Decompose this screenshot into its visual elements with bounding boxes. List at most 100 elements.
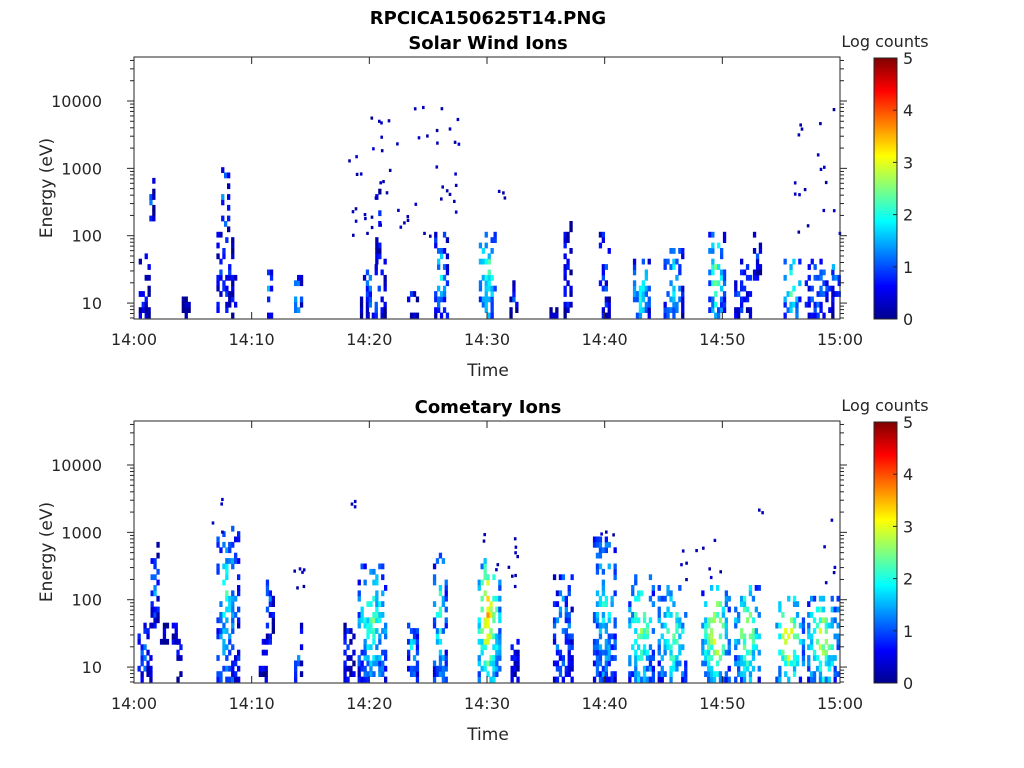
heatmap-cell: [792, 633, 797, 640]
heatmap-cell: [815, 655, 820, 661]
heatmap-cell: [830, 606, 834, 613]
heatmap-cell: [724, 617, 728, 624]
heatmap-cell: [374, 269, 378, 276]
heatmap-cell: [812, 595, 817, 602]
heatmap-cell: [642, 628, 647, 634]
heatmap-cell: [836, 671, 840, 677]
heatmap-cell: [787, 595, 791, 602]
heatmap-cell: [720, 274, 724, 281]
heatmap-cell: [734, 291, 738, 297]
heatmap-cell: [711, 280, 715, 287]
heatmap-cell: [415, 676, 420, 683]
heatmap-cell: [369, 660, 373, 667]
heatmap-cell: [487, 274, 491, 281]
heatmap-cell: [740, 296, 744, 303]
heatmap-cell: [638, 307, 643, 313]
heatmap-cell: [675, 274, 679, 281]
heatmap-cell: [727, 606, 731, 613]
heatmap-cell: [604, 312, 608, 319]
heatmap-cell: [216, 301, 220, 308]
heatmap-cell: [171, 622, 175, 629]
heatmap-cell: [786, 291, 790, 297]
heatmap-cell: [604, 296, 608, 303]
heatmap-cell: [299, 622, 304, 629]
heatmap-cell: [231, 601, 235, 607]
heatmap-cell: [366, 622, 370, 629]
heatmap-cell: [228, 638, 232, 645]
heatmap-cell: [669, 296, 673, 303]
heatmap-cell: [684, 676, 688, 683]
heatmap-cell: [486, 612, 490, 618]
heatmap-cell: [477, 671, 481, 677]
heatmap-cell: [824, 622, 828, 629]
heatmap-cell: [561, 595, 565, 602]
heatmap-cell: [783, 274, 787, 281]
heatmap-cell: [672, 264, 676, 270]
heatmap-cell: [555, 601, 560, 607]
heatmap-cell: [704, 601, 708, 607]
heatmap-cell: [711, 231, 715, 238]
heatmap-cell: [438, 628, 443, 634]
heatmap-cell: [231, 242, 235, 249]
heatmap-cell: [228, 665, 232, 672]
heatmap-cell: [383, 258, 387, 265]
heatmap-cell: [748, 590, 753, 597]
heatmap-cell: [822, 208, 826, 213]
heatmap-cell: [486, 617, 490, 624]
heatmap-cell: [807, 622, 811, 629]
heatmap-cell: [489, 628, 493, 634]
heatmap-cell: [824, 581, 828, 585]
heatmap-cell: [490, 285, 494, 292]
heatmap-cell: [734, 280, 738, 287]
heatmap-cell: [793, 181, 797, 185]
heatmap-cell: [558, 671, 563, 677]
heatmap-cell: [799, 123, 802, 127]
heatmap-cell: [156, 579, 160, 586]
heatmap-cell: [365, 269, 370, 276]
heatmap-cell: [827, 660, 831, 667]
heatmap-cell: [789, 291, 793, 297]
heatmap-cell: [628, 606, 632, 613]
heatmap-cell: [601, 601, 605, 607]
heatmap-cell: [261, 649, 265, 656]
heatmap-cell: [708, 280, 712, 287]
heatmap-cell: [513, 671, 517, 677]
heatmap-cell: [372, 568, 376, 575]
heatmap-cell: [435, 633, 440, 640]
x-tick-label: 14:20: [346, 330, 392, 349]
heatmap-cell: [786, 307, 790, 313]
heatmap-cell: [149, 676, 153, 683]
heatmap-cell: [637, 617, 641, 624]
heatmap-cell: [824, 617, 828, 624]
heatmap-cell: [757, 585, 761, 591]
heatmap-cell: [487, 269, 491, 276]
heatmap-cell: [684, 665, 688, 672]
heatmap-cell: [484, 242, 488, 249]
heatmap-cell: [228, 547, 232, 554]
heatmap-cell: [610, 676, 614, 683]
heatmap-cell: [480, 628, 484, 634]
heatmap-cell: [830, 660, 834, 667]
heatmap-cell: [751, 644, 756, 651]
heatmap-cell: [225, 590, 229, 597]
heatmap-cell: [714, 312, 718, 319]
heatmap-cell: [492, 633, 496, 640]
heatmap-cell: [660, 671, 664, 677]
heatmap-cell: [836, 644, 840, 651]
heatmap-cell: [561, 660, 565, 667]
heatmap-cell: [740, 660, 744, 667]
heatmap-cell: [595, 649, 600, 656]
heatmap-cell: [228, 606, 232, 613]
heatmap-cell: [477, 585, 481, 591]
heatmap-cell: [268, 633, 272, 640]
heatmap-cell: [434, 242, 438, 249]
heatmap-cell: [174, 622, 178, 629]
heatmap-cell: [438, 612, 443, 618]
heatmap-cell: [718, 671, 723, 677]
heatmap-cell: [435, 671, 440, 677]
heatmap-cell: [407, 655, 411, 661]
heatmap-cell: [651, 590, 655, 597]
heatmap-cell: [821, 644, 826, 651]
heatmap-cell: [555, 307, 559, 313]
